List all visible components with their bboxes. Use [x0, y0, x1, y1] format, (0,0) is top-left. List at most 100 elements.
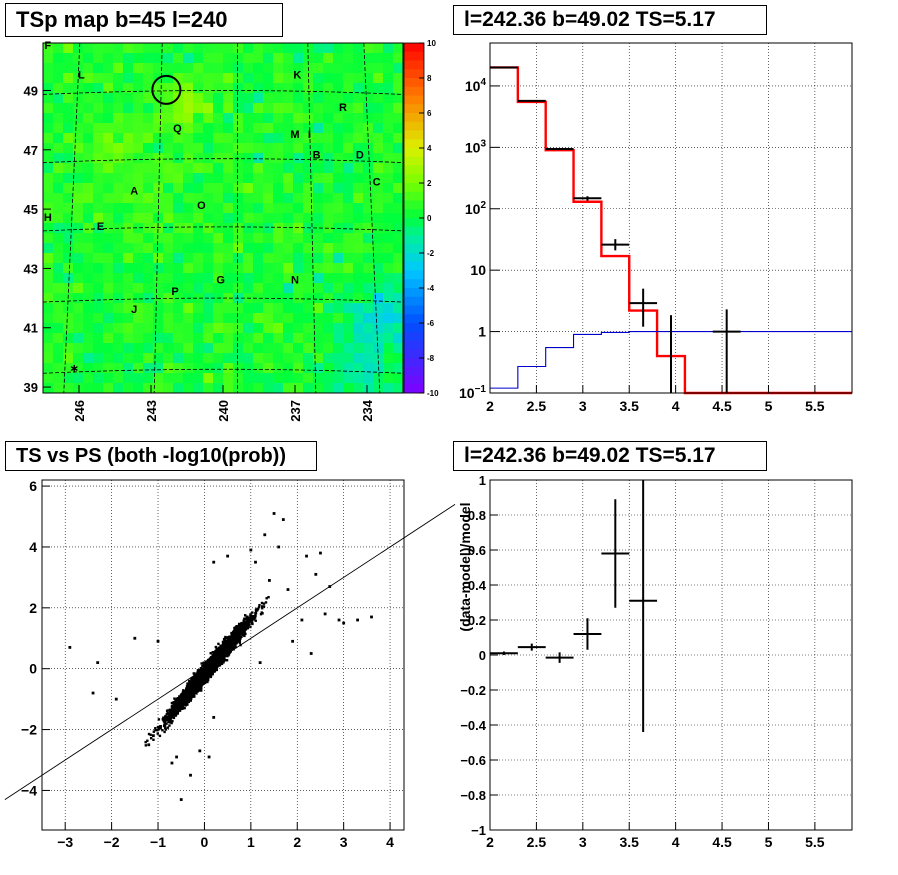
tsmap-cell	[343, 213, 354, 224]
tsmap-latitude-line	[42, 297, 404, 303]
tsmap-cell	[53, 273, 64, 284]
tsmap-cell	[213, 333, 224, 344]
tsmap-cell	[73, 303, 84, 314]
tsmap-cell	[383, 353, 394, 364]
tsmap-cell	[113, 233, 124, 244]
tsmap-cell	[183, 283, 194, 294]
tsmap-cell	[173, 73, 184, 84]
tsmap-cell	[353, 253, 364, 264]
tsmap-cell	[233, 233, 244, 244]
scatter-point	[214, 645, 218, 649]
tsmap-cell	[223, 113, 234, 124]
tsmap-cell	[243, 133, 254, 144]
tsmap-cell	[333, 353, 344, 364]
tsmap-cell	[363, 293, 374, 304]
tsmap-cell	[263, 153, 274, 164]
tsmap-cell	[243, 283, 254, 294]
tsmap-cell	[223, 373, 234, 384]
tsmap-cell	[363, 43, 374, 54]
tsmap-cell	[93, 103, 104, 114]
tsmap-cell	[63, 223, 74, 234]
tsmap-cell	[143, 163, 154, 174]
tsmap-cell	[213, 353, 224, 364]
scatter-point	[250, 615, 253, 619]
tsmap-cell	[273, 73, 284, 84]
tsmap-cell	[233, 163, 244, 174]
tsmap-cell	[123, 203, 134, 214]
tsmap-cell	[333, 63, 344, 74]
tsmap-cell	[153, 353, 164, 364]
tsmap-cell	[293, 103, 304, 114]
tsmap-cell	[133, 53, 144, 64]
tsmap-cell	[203, 213, 214, 224]
tsmap-cell	[323, 303, 334, 314]
tsmap-cell	[253, 283, 264, 294]
tsmap-cell	[203, 143, 214, 154]
tsmap-cell	[133, 303, 144, 314]
tsmap-cell	[153, 43, 164, 54]
scatter-point	[245, 624, 248, 628]
colorbar-tick-label: -10	[427, 389, 439, 398]
tsmap-cell	[243, 373, 254, 384]
colorbar-swatch	[404, 121, 424, 131]
colorbar-swatch	[404, 261, 424, 271]
tsmap-cell	[363, 73, 374, 84]
spectrum-y-tick-label: 1	[478, 324, 486, 340]
tsmap-cell	[373, 223, 384, 234]
tsmap-cell	[363, 353, 374, 364]
tsmap-cell	[373, 103, 384, 114]
tsmap-cell	[293, 233, 304, 244]
tsmap-y-tick-label: 39	[24, 380, 38, 395]
tsmap-cell	[383, 213, 394, 224]
scatter-point	[262, 602, 266, 605]
tsmap-cell	[143, 333, 154, 344]
scatter-point	[170, 701, 174, 705]
tsmap-cell	[93, 303, 104, 314]
tsmap-cell	[393, 233, 404, 244]
tsmap-cell	[223, 73, 234, 84]
tsmap-cell	[103, 283, 114, 294]
tsmap-cell	[223, 93, 234, 104]
tsmap-cell	[73, 203, 84, 214]
tsmap-cell	[293, 53, 304, 64]
tsmap-cell	[353, 333, 364, 344]
tsmap-cell	[43, 43, 54, 54]
tsmap-cell	[343, 183, 354, 194]
tsmap-cell	[43, 163, 54, 174]
tsmap-cell	[183, 123, 194, 134]
tsmap-cell	[283, 283, 294, 294]
tsmap-cell	[273, 353, 284, 364]
tsmap-cell	[283, 273, 294, 284]
tsmap-source-label: A	[130, 185, 138, 197]
tsmap-cell	[63, 383, 74, 394]
tsmap-cell	[173, 353, 184, 364]
tsmap-cell	[383, 273, 394, 284]
tsmap-cell	[153, 63, 164, 74]
tsmap-cell	[253, 353, 264, 364]
tsmap-cell	[103, 193, 114, 204]
tsmap-cell	[123, 293, 134, 304]
tsmap-cell	[223, 83, 234, 94]
tsmap-cell	[63, 253, 74, 264]
tsmap-cell	[43, 193, 54, 204]
scatter-point	[249, 613, 252, 616]
tsmap-cell	[253, 253, 264, 264]
tsmap-cell	[353, 53, 364, 64]
tsmap-cell	[353, 283, 364, 294]
tsmap-cell	[173, 243, 184, 254]
tsmap-cell	[323, 243, 334, 254]
tsmap-cell	[223, 283, 234, 294]
tsmap-cell	[243, 303, 254, 314]
tsmap-cell	[123, 133, 134, 144]
colorbar-swatch	[404, 165, 424, 175]
tsmap-cell	[273, 183, 284, 194]
colorbar-swatch	[404, 331, 424, 341]
tsmap-cell	[383, 93, 394, 104]
tsmap-cell	[373, 193, 384, 204]
tsmap-x-tick-label: 246	[72, 400, 87, 422]
tsmap-cell	[193, 343, 204, 354]
tsmap-cell	[263, 113, 274, 124]
tsmap-cell	[133, 383, 144, 394]
tsmap-cell	[253, 103, 264, 114]
scatter-point	[182, 689, 185, 692]
